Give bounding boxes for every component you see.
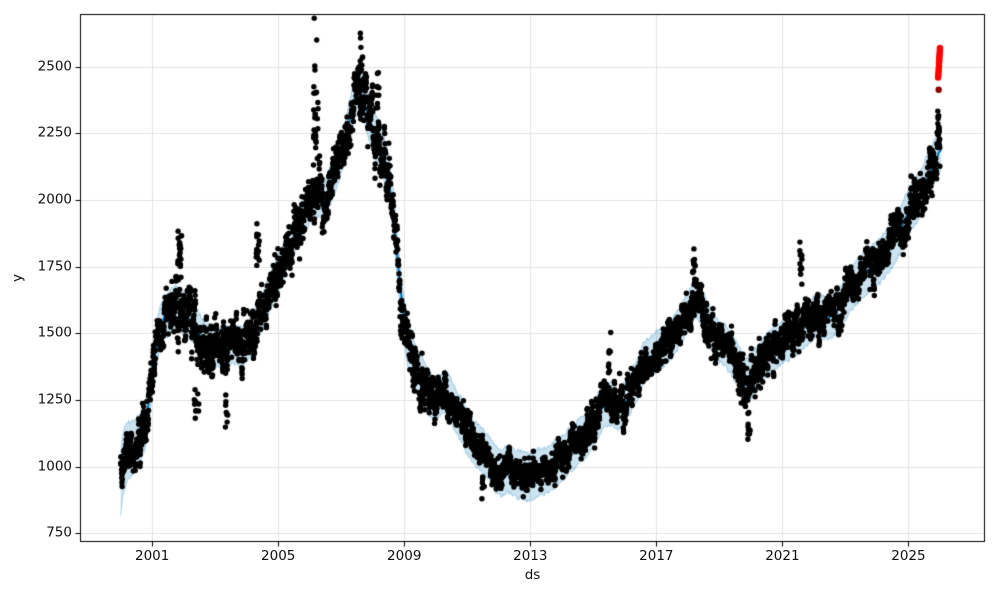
y-tick-label: 750 [46,524,72,541]
y-tick-label: 1500 [37,324,72,341]
y-tick-label: 1750 [37,257,72,274]
x-tick-label: 2005 [261,548,296,564]
x-tick-label: 2017 [639,548,674,564]
y-tick-label: 2250 [37,124,72,141]
x-axis-label: ds [524,567,541,583]
y-tick-label: 2000 [37,191,72,208]
x-tick-label: 2021 [765,548,800,564]
x-tick-label: 2001 [134,548,170,564]
y-tick-label: 2500 [37,58,72,75]
y-axis-label: y [9,274,26,282]
x-tick-label: 2013 [513,548,548,564]
y-tick-label: 1250 [37,391,72,408]
x-tick-label: 2025 [891,548,926,564]
x-tick-label: 2009 [387,548,422,564]
y-tick-label: 1000 [37,457,72,474]
